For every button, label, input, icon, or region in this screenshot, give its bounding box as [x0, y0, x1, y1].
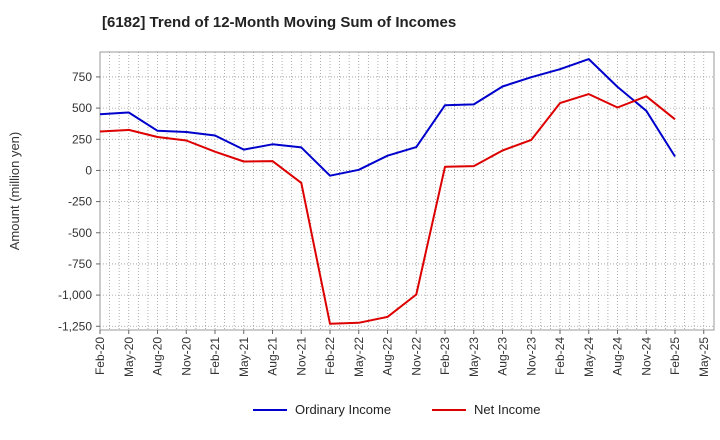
y-tick-label: 250 [72, 132, 92, 146]
x-tick-label: Aug-20 [151, 337, 165, 376]
x-tick-label: Feb-20 [93, 337, 107, 375]
y-tick-label: -750 [68, 257, 92, 271]
y-tick-label: -500 [68, 226, 92, 240]
chart-title: [6182] Trend of 12-Month Moving Sum of I… [102, 14, 457, 31]
legend: Ordinary Income Net Income [253, 402, 540, 417]
x-tick-label: Nov-24 [639, 337, 653, 376]
x-tick-label: Nov-21 [294, 337, 308, 376]
y-tick-label: 500 [72, 101, 92, 115]
x-axis-ticks: Feb-20 May-20 Aug-20 Nov-20 Feb-21 May-21 Aug-… [93, 330, 711, 377]
x-tick-label: May-20 [122, 337, 136, 377]
x-tick-label: Nov-23 [524, 337, 538, 376]
y-axis-ticks: 750 500 250 0 -250 -500 -750 -1,000 -1,250 [58, 70, 100, 333]
y-tick-label: 750 [72, 70, 92, 84]
grid-lines [100, 52, 714, 330]
x-tick-label: Aug-23 [496, 337, 510, 376]
legend-label: Ordinary Income [295, 402, 391, 417]
x-tick-label: Feb-22 [323, 337, 337, 375]
x-tick-label: Nov-22 [409, 337, 423, 376]
x-tick-label: Feb-23 [438, 337, 452, 375]
x-tick-label: Aug-22 [381, 337, 395, 376]
y-tick-label: -250 [68, 195, 92, 209]
y-tick-label: -1,000 [58, 288, 92, 302]
x-tick-label: Nov-20 [179, 337, 193, 376]
x-tick-label: Aug-21 [266, 337, 280, 376]
x-tick-label: May-25 [697, 337, 711, 377]
y-axis-title: Amount (million yen) [7, 132, 22, 251]
x-tick-label: May-21 [237, 337, 251, 377]
x-tick-label: May-23 [467, 337, 481, 377]
series-line-net-income [99, 93, 676, 325]
x-tick-label: Feb-24 [553, 337, 567, 375]
x-tick-label: Aug-24 [611, 337, 625, 376]
series-lines [99, 58, 676, 325]
legend-label: Net Income [474, 402, 540, 417]
x-tick-label: May-24 [582, 337, 596, 377]
y-tick-label: 0 [85, 163, 92, 177]
y-tick-label: -1,250 [58, 319, 92, 333]
x-tick-label: May-22 [352, 337, 366, 377]
x-tick-label: Feb-25 [668, 337, 682, 375]
series-line-ordinary-income [99, 58, 676, 177]
x-tick-label: Feb-21 [208, 337, 222, 375]
